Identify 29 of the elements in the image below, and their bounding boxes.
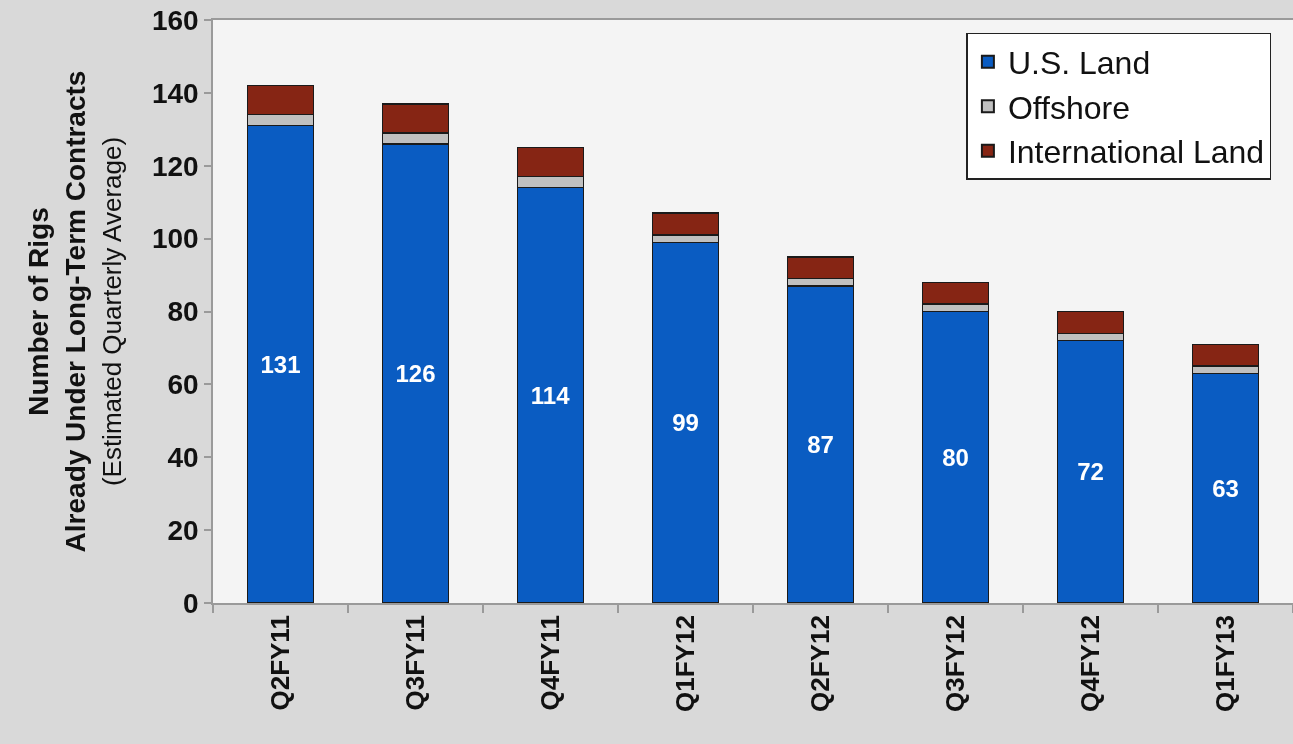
y-tick-label: 60 [167,369,199,401]
x-tick-label: Q1FY12 [669,615,700,712]
data-label: 87 [807,430,834,458]
y-axis-title: Number of Rigs Already Under Long-Term Contracts (Estimated Quarterly Average) [23,70,128,553]
data-label: 131 [260,350,301,378]
data-label: 80 [942,443,969,471]
y-tick-label: 160 [151,4,199,36]
y-tick-label: 80 [167,296,199,328]
x-tick-label: Q4FY12 [1074,615,1105,712]
data-label: 72 [1077,458,1104,486]
data-label: 99 [672,409,699,437]
x-tick-label: Q3FY12 [939,615,970,712]
x-tick-label: Q2FY12 [804,615,835,712]
x-tick-label: Q4FY11 [534,615,565,711]
y-tick-label: 140 [151,77,199,109]
legend-label: International Land [1007,134,1265,171]
x-tick-label: Q3FY11 [399,615,430,711]
x-tick-label: Q2FY11 [264,615,295,711]
y-tick-label: 100 [151,223,199,255]
legend-label: Offshore [1007,89,1131,126]
y-tick-label: 40 [167,442,199,474]
y-tick-label: 20 [167,514,199,546]
x-tick-label: Q1FY13 [1209,615,1240,712]
y-tick-label: 120 [151,150,199,182]
data-label: 126 [395,359,436,387]
legend-label: U.S. Land [1007,45,1151,82]
data-label: 63 [1212,474,1239,502]
data-label: 114 [530,381,571,409]
y-tick-label: 0 [183,587,199,619]
